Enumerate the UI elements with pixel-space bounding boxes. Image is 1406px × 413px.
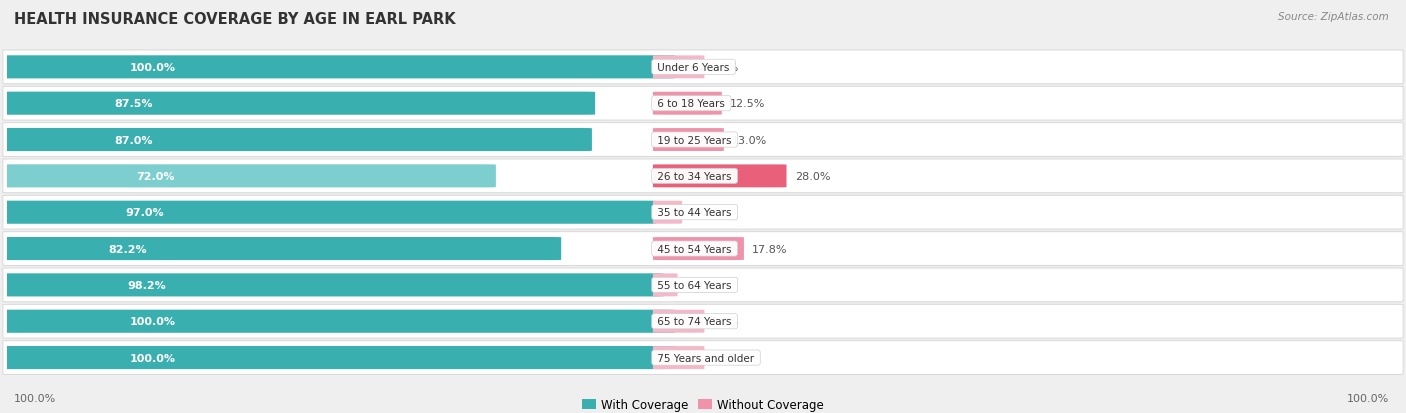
FancyBboxPatch shape (0, 201, 657, 224)
Text: 87.5%: 87.5% (115, 99, 153, 109)
FancyBboxPatch shape (0, 274, 664, 297)
FancyBboxPatch shape (3, 196, 1403, 230)
Text: 100.0%: 100.0% (129, 316, 176, 326)
Text: 0.0%: 0.0% (710, 316, 738, 326)
Text: 100.0%: 100.0% (129, 353, 176, 363)
FancyBboxPatch shape (0, 56, 675, 79)
Text: 0.0%: 0.0% (710, 353, 738, 363)
FancyBboxPatch shape (0, 310, 675, 333)
FancyBboxPatch shape (3, 305, 1403, 338)
FancyBboxPatch shape (652, 93, 721, 115)
Text: HEALTH INSURANCE COVERAGE BY AGE IN EARL PARK: HEALTH INSURANCE COVERAGE BY AGE IN EARL… (14, 12, 456, 27)
FancyBboxPatch shape (652, 310, 704, 333)
Text: 28.0%: 28.0% (794, 171, 831, 181)
Text: 72.0%: 72.0% (136, 171, 174, 181)
Text: Under 6 Years: Under 6 Years (654, 63, 733, 73)
Text: 6 to 18 Years: 6 to 18 Years (654, 99, 728, 109)
Text: 65 to 74 Years: 65 to 74 Years (654, 316, 735, 326)
Text: 0.0%: 0.0% (710, 63, 738, 73)
Text: 97.0%: 97.0% (125, 208, 165, 218)
FancyBboxPatch shape (3, 51, 1403, 85)
FancyBboxPatch shape (3, 87, 1403, 121)
FancyBboxPatch shape (3, 268, 1403, 302)
Text: 82.2%: 82.2% (108, 244, 148, 254)
Text: 87.0%: 87.0% (114, 135, 153, 145)
FancyBboxPatch shape (0, 346, 675, 369)
FancyBboxPatch shape (652, 201, 682, 224)
FancyBboxPatch shape (652, 56, 704, 79)
FancyBboxPatch shape (652, 346, 704, 369)
FancyBboxPatch shape (3, 123, 1403, 157)
FancyBboxPatch shape (0, 165, 496, 188)
Text: 12.5%: 12.5% (730, 99, 765, 109)
FancyBboxPatch shape (3, 232, 1403, 266)
Text: 75 Years and older: 75 Years and older (654, 353, 758, 363)
Text: Source: ZipAtlas.com: Source: ZipAtlas.com (1278, 12, 1389, 22)
Text: 55 to 64 Years: 55 to 64 Years (654, 280, 735, 290)
Text: 98.2%: 98.2% (127, 280, 166, 290)
Text: 35 to 44 Years: 35 to 44 Years (654, 208, 735, 218)
FancyBboxPatch shape (652, 129, 724, 152)
FancyBboxPatch shape (652, 165, 786, 188)
Legend: With Coverage, Without Coverage: With Coverage, Without Coverage (578, 393, 828, 413)
Text: 26 to 34 Years: 26 to 34 Years (654, 171, 735, 181)
Text: 100.0%: 100.0% (1347, 393, 1389, 403)
FancyBboxPatch shape (0, 93, 595, 116)
Text: 100.0%: 100.0% (14, 393, 56, 403)
FancyBboxPatch shape (0, 237, 561, 261)
FancyBboxPatch shape (652, 274, 678, 297)
Text: 1.9%: 1.9% (686, 280, 714, 290)
FancyBboxPatch shape (0, 129, 592, 152)
Text: 19 to 25 Years: 19 to 25 Years (654, 135, 735, 145)
Text: 45 to 54 Years: 45 to 54 Years (654, 244, 735, 254)
Text: 13.0%: 13.0% (733, 135, 768, 145)
Text: 17.8%: 17.8% (752, 244, 787, 254)
FancyBboxPatch shape (652, 237, 744, 261)
Text: 3.0%: 3.0% (690, 208, 718, 218)
Text: 100.0%: 100.0% (129, 63, 176, 73)
FancyBboxPatch shape (3, 159, 1403, 193)
FancyBboxPatch shape (3, 341, 1403, 375)
